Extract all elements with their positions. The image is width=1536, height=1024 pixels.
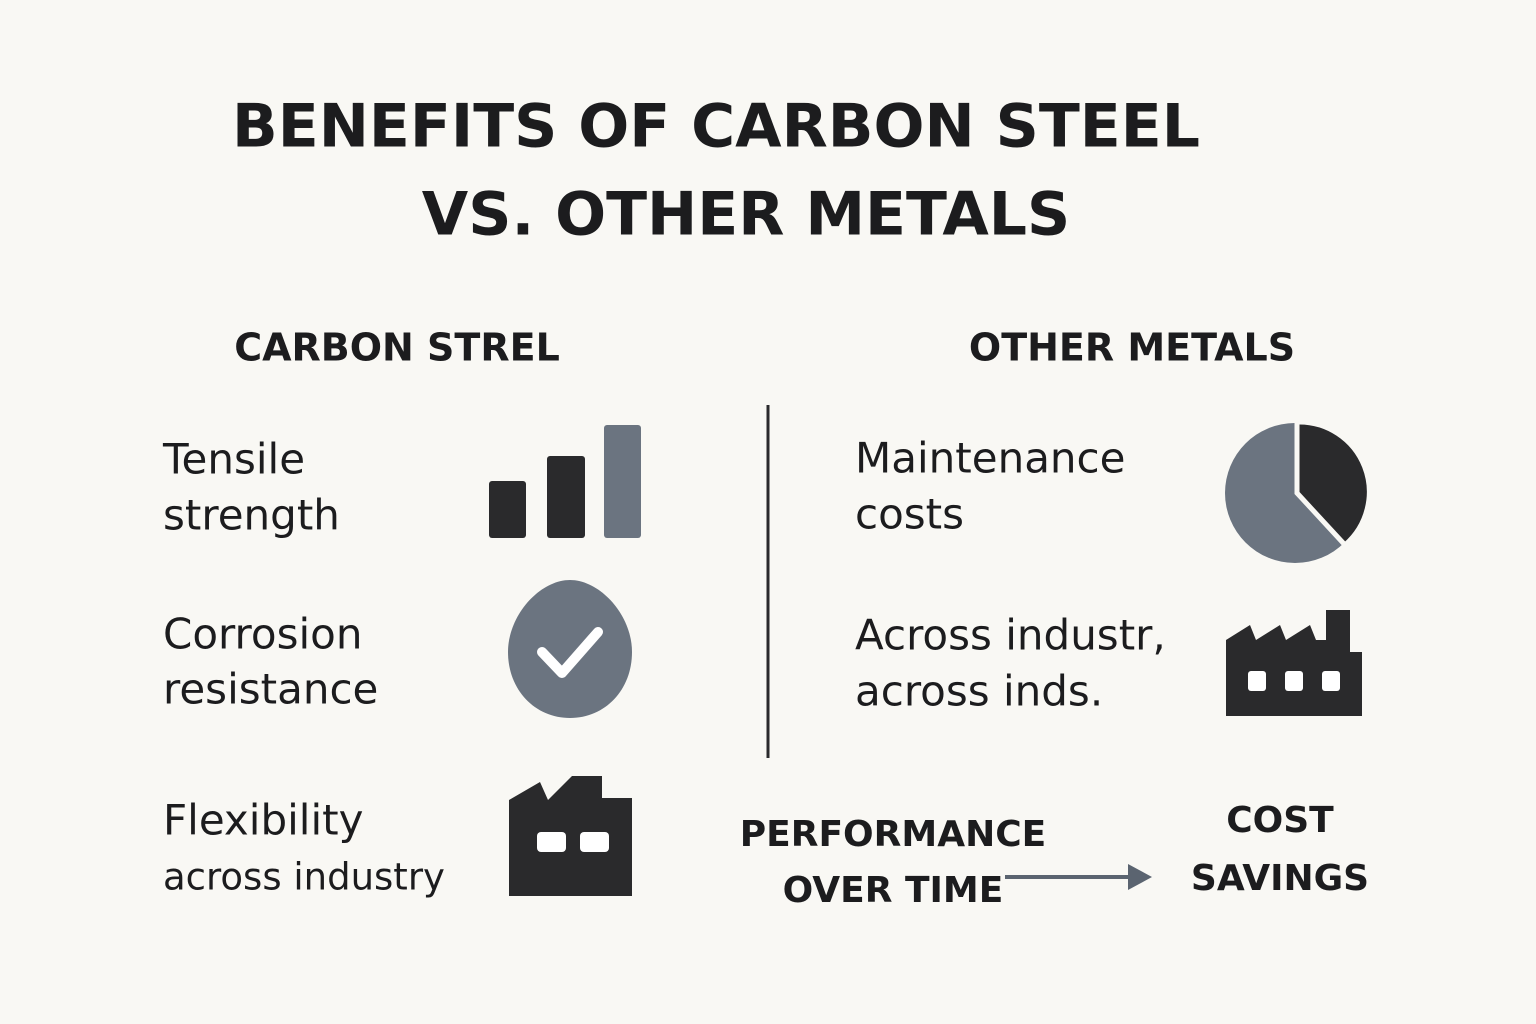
- flow-text: SAVINGS: [1191, 858, 1369, 899]
- item-text: resistance: [163, 665, 378, 714]
- title-line: VS. OTHER METALS: [422, 180, 1070, 250]
- pie-icon: [1225, 419, 1372, 563]
- column-heading: CARBON STREL: [234, 326, 560, 370]
- column-heading: OTHER METALS: [969, 326, 1295, 370]
- bar-icon: [489, 425, 641, 538]
- item-text: Flexibility: [163, 796, 363, 845]
- item-text: Across industr,: [855, 611, 1166, 660]
- flow-text: COST: [1226, 800, 1334, 841]
- item-text: across inds.: [855, 667, 1103, 716]
- arrow: [1005, 864, 1152, 890]
- item-text: Maintenance: [855, 434, 1125, 483]
- factory-icon: [1226, 610, 1362, 716]
- item-text: strength: [163, 491, 340, 540]
- item-text: Tensile: [162, 435, 305, 484]
- item-text: costs: [855, 490, 964, 539]
- item-text: across industry: [163, 856, 445, 899]
- title-line: BENEFITS OF CARBON STEEL: [232, 92, 1200, 162]
- item-text: Corrosion: [163, 610, 362, 659]
- factory-icon: [509, 776, 632, 896]
- flow-text: OVER TIME: [783, 870, 1004, 911]
- flow-text: PERFORMANCE: [740, 814, 1046, 855]
- check-icon: [508, 580, 632, 718]
